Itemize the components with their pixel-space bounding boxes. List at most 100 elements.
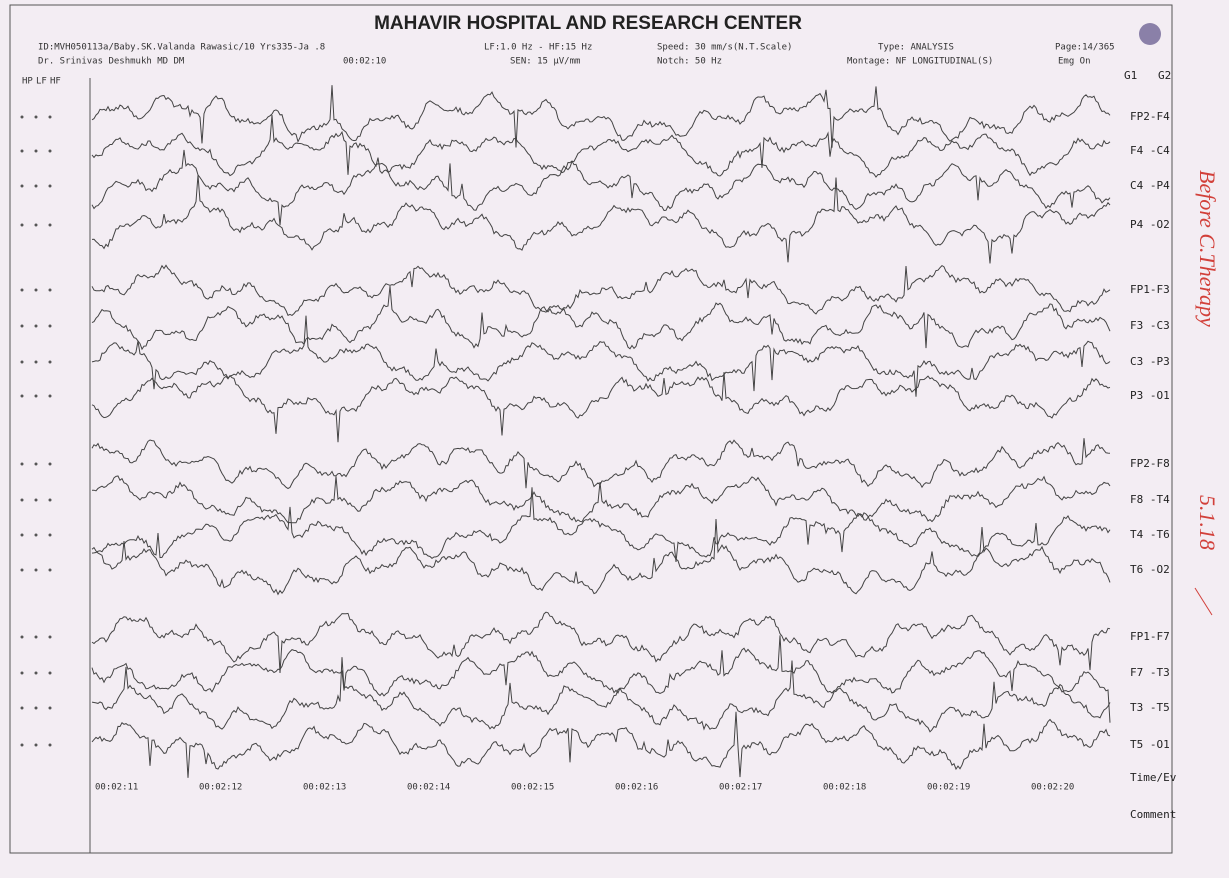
setting-mark	[34, 115, 38, 119]
setting-mark	[48, 223, 52, 227]
setting-mark	[34, 671, 38, 675]
setting-mark	[20, 706, 24, 710]
setting-mark	[34, 743, 38, 747]
time-label: 00:02:19	[927, 783, 970, 793]
channel-label: T4 -T6	[1130, 528, 1170, 541]
setting-mark	[20, 671, 24, 675]
title: MAHAVIR HOSPITAL AND RESEARCH CENTER	[374, 13, 802, 34]
time-label: 00:02:17	[719, 783, 762, 793]
setting-mark	[48, 568, 52, 572]
setting-mark	[48, 635, 52, 639]
emg: Emg On	[1058, 57, 1091, 67]
eeg-trace	[91, 149, 1111, 226]
time-label: 00:02:16	[615, 783, 658, 793]
logo	[1139, 23, 1161, 45]
setting-mark	[34, 635, 38, 639]
setting-mark	[48, 288, 52, 292]
setting-mark	[48, 184, 52, 188]
channel-label: T3 -T5	[1130, 701, 1170, 714]
channel-label: C3 -P3	[1130, 355, 1170, 368]
eeg-trace	[91, 657, 1111, 733]
time-label: 00:02:12	[199, 783, 242, 793]
setting-mark	[34, 324, 38, 328]
setting-mark	[20, 324, 24, 328]
setting-mark	[20, 115, 24, 119]
channel-label: F8 -T4	[1130, 493, 1170, 506]
channel-label: FP2-F8	[1130, 457, 1170, 470]
setting-mark	[20, 498, 24, 502]
time-label: 00:02:18	[823, 783, 866, 793]
channel-label: T5 -O1	[1130, 738, 1170, 751]
handwritten-stroke	[1194, 587, 1213, 616]
time-label: 00:02:14	[407, 783, 450, 793]
setting-mark	[34, 184, 38, 188]
channel-label: FP2-F4	[1130, 110, 1170, 123]
group-label: G1	[1124, 69, 1137, 82]
setting-mark	[48, 394, 52, 398]
eeg-trace	[91, 611, 1111, 674]
setting-mark	[34, 706, 38, 710]
filters: LF:1.0 Hz - HF:15 Hz	[484, 43, 592, 53]
channel-label: FP1-F3	[1130, 283, 1170, 296]
footer-row-label: Time/Ev	[1130, 771, 1177, 784]
column-header: LF	[36, 77, 47, 87]
setting-mark	[48, 706, 52, 710]
setting-mark	[20, 743, 24, 747]
id-line: ID:MVH050113a/Baby.SK.Valanda Rawasic/10…	[38, 43, 325, 53]
eeg-trace	[91, 487, 1111, 562]
column-header: HP	[22, 77, 33, 87]
handwritten-date: 5.1.18	[1195, 495, 1220, 550]
setting-mark	[48, 115, 52, 119]
channel-label: P4 -O2	[1130, 218, 1170, 231]
setting-mark	[34, 149, 38, 153]
page-number: Page:14/365	[1055, 43, 1115, 53]
eeg-trace	[91, 518, 1111, 596]
setting-mark	[20, 184, 24, 188]
channel-label: F3 -C3	[1130, 319, 1170, 332]
eeg-trace	[91, 475, 1111, 524]
eeg-trace	[91, 286, 1111, 351]
speed: Speed: 30 mm/s(N.T.Scale)	[657, 43, 792, 53]
setting-mark	[20, 394, 24, 398]
column-header: HF	[50, 77, 61, 87]
setting-mark	[34, 533, 38, 537]
doctor: Dr. Srinivas Deshmukh MD DM	[38, 57, 185, 67]
eeg-trace	[91, 264, 1111, 316]
eeg-trace	[91, 635, 1111, 723]
setting-mark	[48, 462, 52, 466]
setting-mark	[34, 394, 38, 398]
setting-mark	[48, 498, 52, 502]
footer-row-label: Comment	[1130, 808, 1176, 821]
group-label: G2	[1158, 69, 1171, 82]
eeg-trace	[91, 115, 1111, 178]
setting-mark	[20, 568, 24, 572]
eeg-trace	[91, 315, 1111, 397]
setting-mark	[20, 288, 24, 292]
setting-mark	[20, 149, 24, 153]
setting-mark	[34, 288, 38, 292]
setting-mark	[48, 533, 52, 537]
setting-mark	[34, 568, 38, 572]
setting-mark	[20, 223, 24, 227]
channel-label: F4 -C4	[1130, 144, 1170, 157]
eeg-trace	[91, 711, 1111, 778]
setting-mark	[20, 360, 24, 364]
montage: Montage: NF LONGITUDINAL(S)	[847, 57, 993, 67]
type: Type: ANALYSIS	[878, 43, 954, 53]
time: 00:02:10	[343, 57, 386, 67]
sensitivity: SEN: 15 µV/mm	[510, 57, 580, 67]
setting-mark	[48, 360, 52, 364]
setting-mark	[34, 360, 38, 364]
setting-mark	[20, 635, 24, 639]
setting-mark	[20, 462, 24, 466]
setting-mark	[34, 223, 38, 227]
channel-label: F7 -T3	[1130, 666, 1170, 679]
setting-mark	[48, 149, 52, 153]
eeg-trace	[91, 372, 1111, 443]
channel-label: P3 -O1	[1130, 389, 1170, 402]
channel-label: C4 -P4	[1130, 179, 1170, 192]
time-label: 00:02:15	[511, 783, 554, 793]
channel-label: T6 -O2	[1130, 563, 1170, 576]
